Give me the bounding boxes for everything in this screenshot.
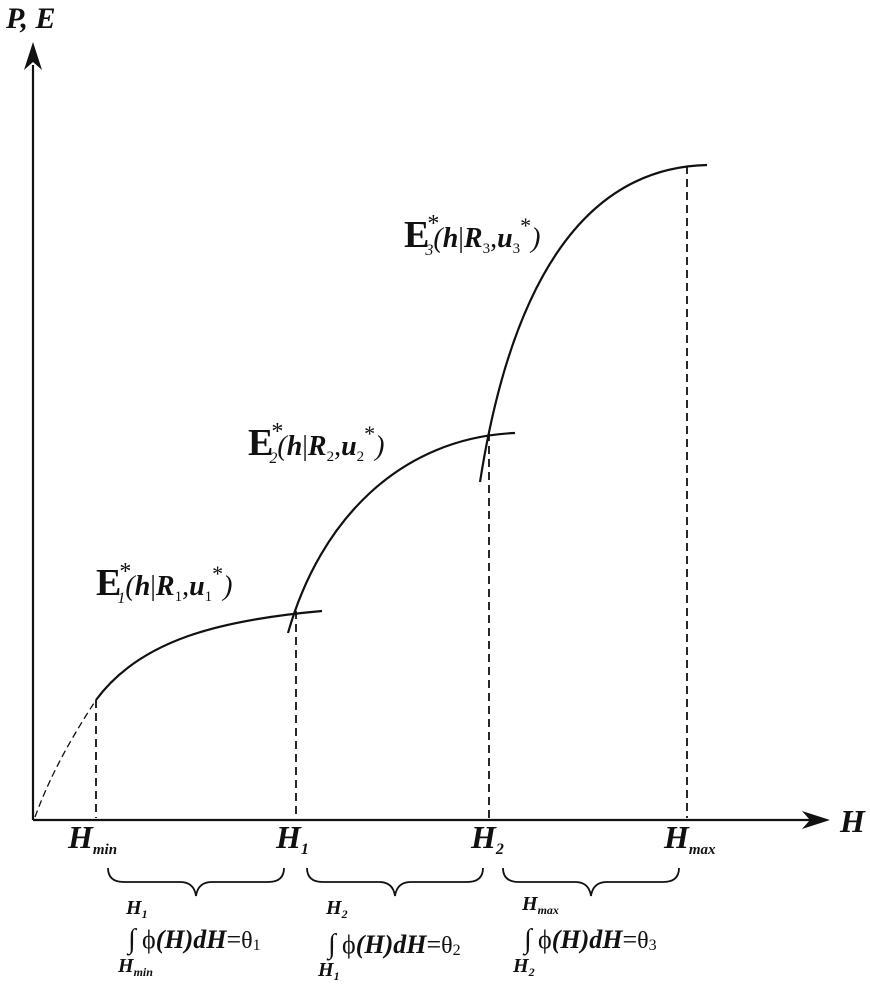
curve-label-e1: E* 1(h|R1,u1*) (96, 559, 232, 607)
integral-3-sign: ∫ (522, 924, 534, 956)
curve-label-e3: E* 3(h|R3,u3*) (404, 211, 540, 259)
curve-label-e2: E* 2(h|R2,u2*) (248, 419, 384, 467)
integral-1-upper: H1 (125, 897, 148, 921)
integral-3-lower: H2 (512, 955, 535, 979)
integral-1-sign: ∫ (126, 924, 138, 956)
integral-1-lower: Hmin (117, 955, 153, 979)
tick-label-hmax: Hmax (663, 819, 716, 858)
integral-3-upper: Hmax (521, 893, 559, 917)
integral-2-body: ϕ(H)dH=θ2 (342, 930, 461, 959)
x-axis-label: H (839, 803, 866, 839)
tick-label-hmin: Hmin (67, 819, 117, 858)
integral-2: H2 ∫ ϕ(H)dH=θ2 H1 (317, 897, 461, 983)
tick-label-h1: H1 (275, 819, 309, 858)
integral-1: H1 ∫ ϕ(H)dH=θ1 Hmin (117, 897, 261, 979)
y-axis-label: P, E (5, 2, 55, 35)
axes (31, 65, 810, 822)
integral-2-sign: ∫ (326, 929, 338, 961)
x-axis-arrowhead (802, 811, 830, 829)
integral-3-body: ϕ(H)dH=θ3 (538, 925, 657, 954)
brace-3 (502, 867, 680, 897)
curve-e3 (478, 163, 708, 483)
curve-e2 (286, 431, 516, 634)
drop-lines (95, 166, 688, 818)
tick-label-h2: H2 (470, 819, 504, 858)
dashed-origin-segment (34, 699, 97, 818)
brace-2 (306, 867, 484, 897)
y-axis-arrowhead (24, 42, 42, 70)
brace-1 (107, 867, 285, 897)
braces (107, 867, 680, 897)
curve-e1 (95, 609, 323, 701)
integral-2-upper: H2 (325, 897, 348, 921)
integral-2-lower: H1 (317, 959, 340, 983)
integral-1-body: ϕ(H)dH=θ1 (142, 925, 261, 954)
integral-3: Hmax ∫ ϕ(H)dH=θ3 H2 (512, 893, 657, 979)
